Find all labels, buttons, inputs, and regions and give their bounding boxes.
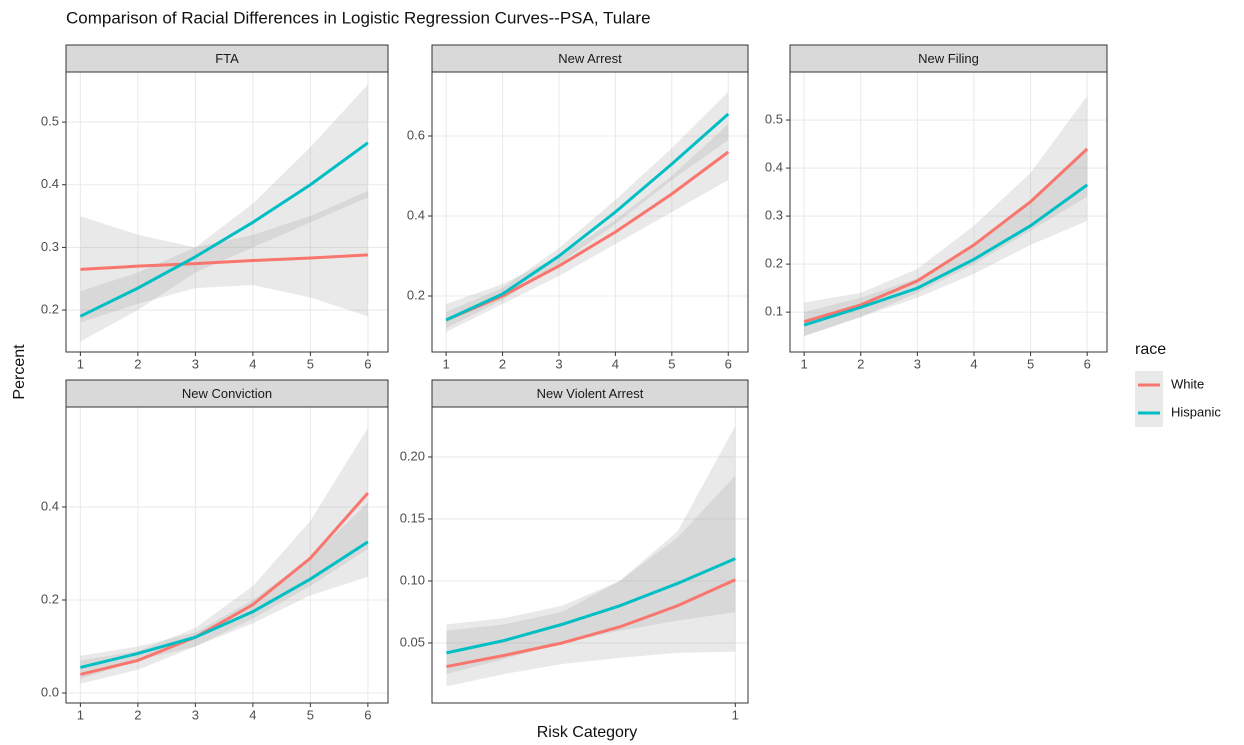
- y-tick-label: 0.10: [400, 572, 425, 587]
- y-tick-label: 0.4: [407, 207, 425, 222]
- confidence-band: [446, 124, 729, 332]
- x-tick-label: 1: [442, 356, 449, 371]
- y-tick-label: 0.4: [41, 176, 59, 191]
- x-tick-label: 3: [555, 356, 562, 371]
- line: [446, 557, 736, 655]
- y-tick-label: 0.15: [400, 510, 425, 525]
- y-tick-label: 0.2: [407, 287, 425, 302]
- confidence-band: [80, 84, 368, 342]
- y-tick-label: 0.2: [765, 256, 783, 271]
- line: [80, 253, 368, 271]
- y-tick-label: 0.2: [41, 591, 59, 606]
- x-tick-label: 6: [725, 356, 732, 371]
- y-tick-label: 0.2: [41, 301, 59, 316]
- x-tick-label: 1: [801, 356, 808, 371]
- facet-title: New Filing: [918, 51, 979, 66]
- confidence-band: [446, 92, 729, 328]
- y-tick-label: 0.4: [41, 498, 59, 513]
- facet-title: FTA: [215, 51, 239, 66]
- facet-strip: [65, 44, 389, 73]
- panel-background: [66, 72, 388, 352]
- facet-title: New Violent Arrest: [537, 386, 644, 401]
- confidence-band: [80, 427, 368, 684]
- y-tick-label: 0.5: [765, 111, 783, 126]
- x-tick-label: 4: [249, 707, 256, 722]
- y-tick-label: 0.0: [41, 684, 59, 699]
- line: [445, 150, 730, 322]
- panel-background: [432, 407, 748, 703]
- y-axis-label: Percent: [11, 344, 28, 400]
- chart-title: Comparison of Racial Differences in Logi…: [66, 8, 651, 27]
- x-tick-label: 5: [1027, 356, 1034, 371]
- x-tick-label: 5: [307, 356, 314, 371]
- x-tick-label: 1: [77, 356, 84, 371]
- line: [803, 183, 1089, 327]
- panel-border: [431, 71, 749, 353]
- y-tick-label: 0.3: [765, 208, 783, 223]
- confidence-band: [446, 425, 736, 687]
- x-tick-label: 4: [970, 356, 977, 371]
- line: [80, 492, 369, 676]
- facet-strip: [431, 379, 749, 408]
- y-tick-label: 0.6: [407, 127, 425, 142]
- y-tick-label: 0.5: [41, 114, 59, 129]
- confidence-band: [80, 191, 368, 323]
- facet-strip: [789, 44, 1108, 73]
- legend-title: race: [1135, 341, 1166, 358]
- x-tick-label: 4: [249, 356, 256, 371]
- panel-border: [431, 406, 749, 704]
- panel-border: [789, 71, 1108, 353]
- x-tick-label: 6: [364, 356, 371, 371]
- legend-label: White: [1171, 376, 1204, 391]
- y-tick-label: 0.3: [41, 239, 59, 254]
- line: [446, 578, 736, 669]
- facet-strip: [65, 379, 389, 408]
- panel-border: [65, 406, 389, 704]
- panel-border: [65, 71, 389, 353]
- x-tick-label: 4: [612, 356, 619, 371]
- line: [445, 112, 730, 322]
- y-tick-label: 0.20: [400, 448, 425, 463]
- panel-background: [432, 72, 748, 352]
- x-tick-label: 1: [77, 707, 84, 722]
- x-tick-label: 5: [668, 356, 675, 371]
- y-tick-label: 0.1: [765, 304, 783, 319]
- line: [79, 141, 369, 318]
- confidence-band: [446, 475, 736, 674]
- x-tick-label: 1: [732, 707, 739, 722]
- x-tick-label: 6: [1084, 356, 1091, 371]
- y-tick-label: 0.4: [765, 159, 783, 174]
- line: [80, 540, 369, 669]
- x-tick-label: 6: [364, 707, 371, 722]
- x-tick-label: 2: [134, 356, 141, 371]
- y-tick-label: 0.05: [400, 634, 425, 649]
- x-tick-label: 2: [134, 707, 141, 722]
- x-tick-label: 3: [192, 707, 199, 722]
- panel-background: [66, 407, 388, 703]
- x-tick-label: 5: [307, 707, 314, 722]
- legend-label: Hispanic: [1171, 404, 1221, 419]
- x-tick-label: 3: [914, 356, 921, 371]
- x-tick-label: 2: [499, 356, 506, 371]
- facet-title: New Arrest: [558, 51, 622, 66]
- facet-title: New Conviction: [182, 386, 272, 401]
- x-tick-label: 2: [857, 356, 864, 371]
- panel-background: [790, 72, 1107, 352]
- x-axis-label: Risk Category: [537, 724, 637, 741]
- line: [803, 147, 1089, 324]
- x-tick-label: 3: [192, 356, 199, 371]
